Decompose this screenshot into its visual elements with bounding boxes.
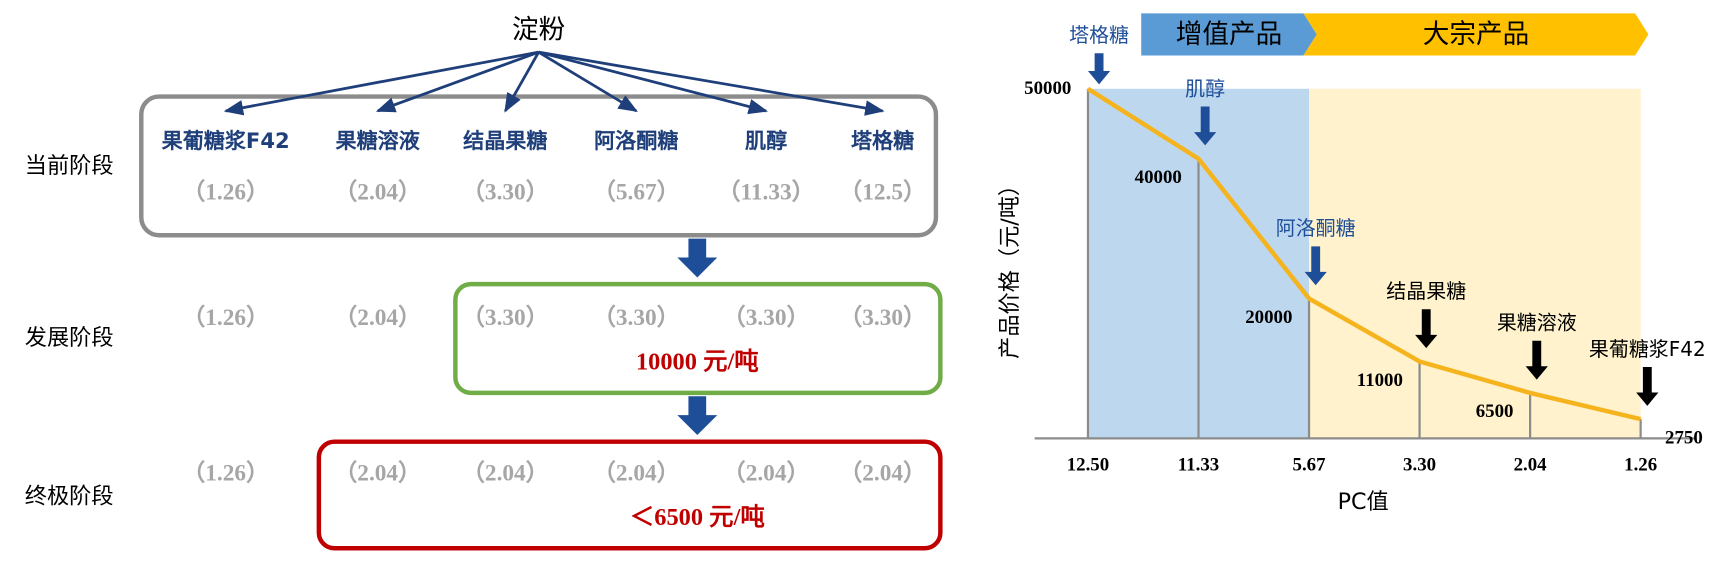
- stage-value: （3.30）: [839, 304, 926, 331]
- product-label: 阿洛酮糖: [594, 128, 678, 153]
- data-label: 50000: [1024, 78, 1071, 99]
- x-tick-label: 1.26: [1624, 454, 1657, 475]
- stage-value: （2.04）: [334, 459, 421, 486]
- stage-value: （5.67）: [593, 179, 680, 206]
- region-label: 增值产品: [1176, 19, 1283, 50]
- annotation-arrow: [1415, 309, 1438, 349]
- x-tick-label: 2.04: [1514, 454, 1548, 475]
- stage-value: （1.26）: [182, 459, 269, 486]
- current-box: [139, 94, 939, 238]
- stage-value: （3.30）: [593, 304, 680, 331]
- product-label: 肌醇: [745, 128, 787, 153]
- x-tick-label: 11.33: [1178, 454, 1219, 475]
- data-label: 11000: [1357, 370, 1403, 391]
- annotation: 塔格糖: [1069, 23, 1129, 47]
- price-line: [1086, 86, 1642, 422]
- y-axis-label: 产品价格（元/吨）: [997, 174, 1023, 359]
- x-axis-label: PC值: [1338, 489, 1389, 515]
- annotation: 肌醇: [1185, 76, 1225, 100]
- stage-value: （1.26）: [182, 179, 269, 206]
- root-arrow: [537, 50, 638, 113]
- region-header: [1141, 13, 1317, 56]
- stage-price: 10000 元/吨: [636, 349, 759, 376]
- chart: 增值产品 大宗产品 50000 12.50 塔格糖 40000 11.33 肌醇 20000 5.…: [997, 13, 1706, 515]
- data-label: 2750: [1665, 427, 1703, 448]
- root-arrow: [538, 50, 768, 115]
- stage-arrow: [677, 396, 718, 436]
- stage-label: 当前阶段: [25, 153, 114, 179]
- data-label: 40000: [1135, 167, 1182, 188]
- stage-value: （2.04）: [839, 459, 926, 486]
- stage-arrow: [677, 238, 718, 278]
- annotation: 结晶果糖: [1386, 279, 1466, 303]
- stage-value: （11.33）: [717, 179, 815, 206]
- region-header: [1303, 13, 1649, 56]
- stage-value: （1.26）: [182, 304, 269, 331]
- stage-value: （3.30）: [462, 179, 549, 206]
- stage-value: （2.04）: [334, 304, 421, 331]
- stage-value: （2.04）: [593, 459, 680, 486]
- annotation-arrow: [1636, 366, 1659, 406]
- stage-value: （2.04）: [334, 179, 421, 206]
- product-label: 结晶果糖: [463, 128, 547, 153]
- root-arrow: [375, 50, 540, 113]
- annotation-arrow: [1087, 53, 1111, 85]
- final-box: [316, 439, 943, 551]
- product-label: 果糖溶液: [336, 128, 421, 153]
- annotation-arrow: [1304, 246, 1327, 286]
- stage-price: ＜6500 元/吨: [630, 504, 765, 531]
- x-tick-label: 5.67: [1293, 454, 1326, 475]
- stage-label: 发展阶段: [25, 325, 114, 351]
- stage-label: 终极阶段: [25, 484, 114, 510]
- root-arrow: [504, 51, 540, 113]
- root-arrow: [223, 50, 539, 116]
- annotation: 阿洛酮糖: [1276, 216, 1356, 240]
- annotation-arrow: [1525, 340, 1548, 380]
- stage-value: （12.5）: [839, 179, 926, 206]
- product-label: 塔格糖: [851, 128, 914, 153]
- annotation: 果糖溶液: [1497, 311, 1577, 335]
- stage-value: （2.04）: [462, 459, 549, 486]
- product-label: 果葡糖浆F42: [162, 128, 290, 153]
- annotation-arrow: [1194, 106, 1217, 146]
- annotation: 果葡糖浆F42: [1589, 337, 1706, 361]
- data-label: 20000: [1245, 307, 1292, 328]
- root-label: 淀粉: [512, 15, 565, 46]
- region-label: 大宗产品: [1423, 19, 1530, 50]
- development-box: [453, 281, 943, 396]
- stage-value: （3.30）: [722, 304, 809, 331]
- stage-value: （3.30）: [462, 304, 549, 331]
- data-label: 6500: [1476, 401, 1514, 422]
- x-tick-label: 3.30: [1403, 454, 1436, 475]
- root-arrow: [538, 50, 885, 116]
- x-tick-label: 12.50: [1067, 454, 1109, 475]
- stage-value: （2.04）: [722, 459, 809, 486]
- region-shade: [1309, 88, 1641, 439]
